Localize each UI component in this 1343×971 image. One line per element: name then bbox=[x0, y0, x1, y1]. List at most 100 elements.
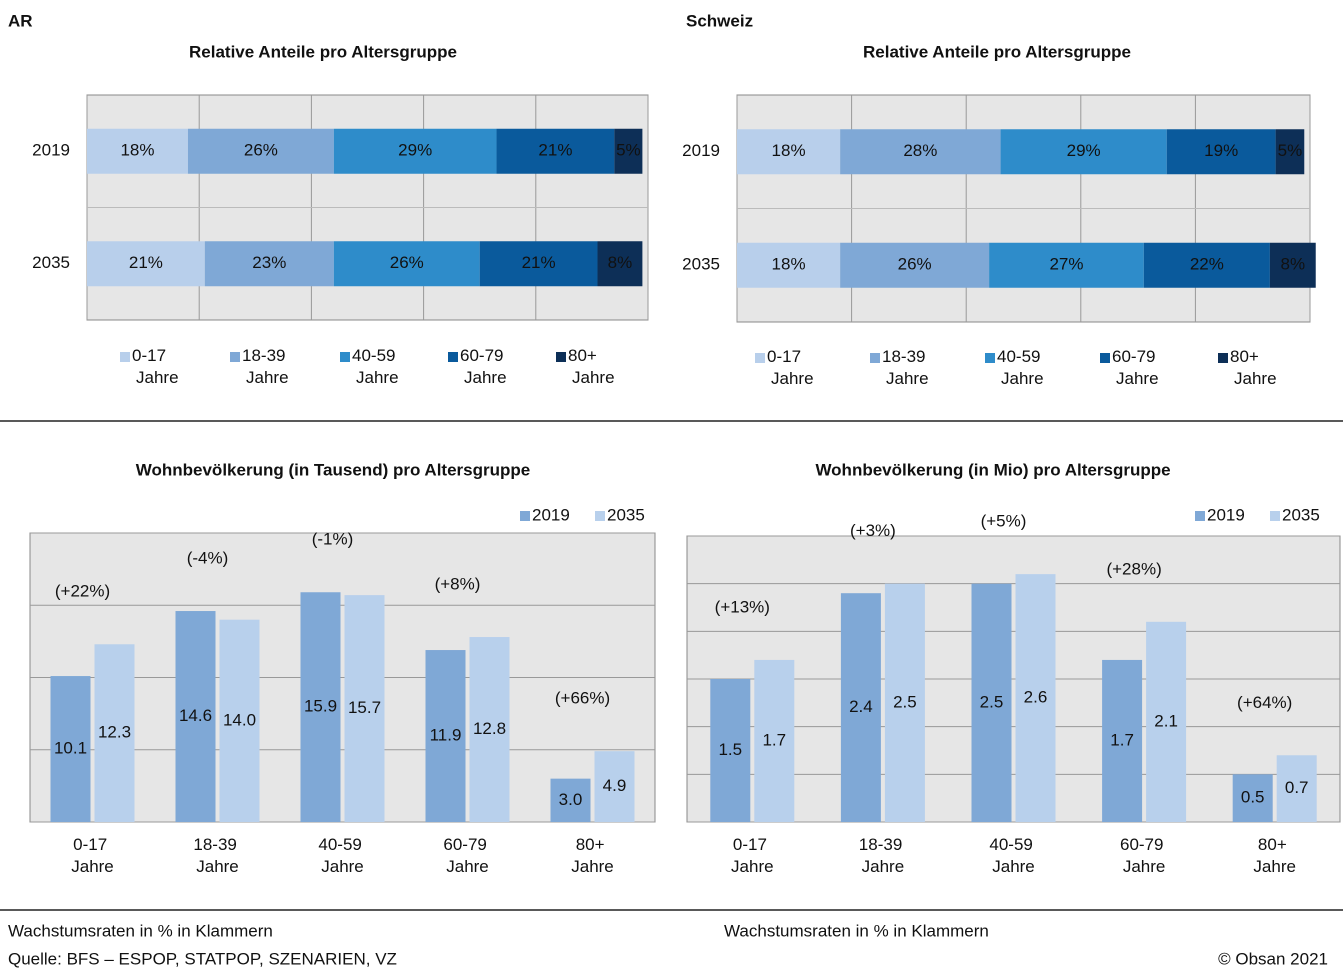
value-label: 15.7 bbox=[348, 698, 381, 717]
line: 40-59 bbox=[352, 346, 400, 365]
note: Wachstumsraten in % in Klammern bbox=[724, 921, 989, 940]
legend-swatch bbox=[520, 511, 530, 521]
line: 18-39 bbox=[242, 346, 290, 365]
category-label: 2019 bbox=[682, 141, 720, 160]
legend-swatch bbox=[755, 353, 765, 363]
line: 60-79 bbox=[1112, 347, 1160, 366]
annotation: (+22%) bbox=[55, 582, 110, 601]
value-label: 19% bbox=[1204, 141, 1238, 160]
legend-swatch bbox=[448, 352, 458, 362]
bar-segment bbox=[187, 128, 334, 174]
annotation: (+13%) bbox=[715, 597, 770, 616]
x-tick-label: 18-39 Jahre bbox=[193, 835, 241, 876]
bar bbox=[344, 595, 385, 822]
bar bbox=[175, 611, 216, 822]
legend-label: 2019 bbox=[532, 505, 570, 524]
value-label: 1.5 bbox=[718, 740, 742, 759]
line: Jahre bbox=[321, 857, 364, 876]
value-label: 2.4 bbox=[849, 697, 873, 716]
value-label: 12.3 bbox=[98, 723, 131, 742]
line: Jahre bbox=[1123, 857, 1166, 876]
bar bbox=[971, 583, 1012, 822]
value-label: 14.6 bbox=[179, 706, 212, 725]
bar-segment bbox=[1143, 242, 1270, 288]
value-label: 14.0 bbox=[223, 710, 256, 729]
legend-label: 0-17 Jahre bbox=[132, 346, 179, 387]
bar bbox=[754, 659, 795, 822]
x-tick-label: 60-79 Jahre bbox=[443, 835, 491, 876]
line: Jahre bbox=[1116, 369, 1159, 388]
annotation: (-4%) bbox=[187, 549, 229, 568]
annotation: (+28%) bbox=[1106, 559, 1161, 578]
value-label: 3.0 bbox=[559, 790, 583, 809]
bar bbox=[550, 778, 591, 822]
line: 18-39 bbox=[193, 835, 241, 854]
line: Jahre bbox=[1234, 369, 1277, 388]
x-tick-label: 40-59 Jahre bbox=[318, 835, 366, 876]
value-label: 5% bbox=[616, 141, 641, 160]
value-label: 11.9 bbox=[430, 726, 462, 745]
line: 18-39 bbox=[859, 835, 907, 854]
legend-swatch bbox=[1270, 511, 1280, 521]
value-label: 1.7 bbox=[1110, 730, 1134, 749]
value-label: 29% bbox=[398, 141, 432, 160]
legend-swatch bbox=[1100, 353, 1110, 363]
bar-segment bbox=[1000, 129, 1167, 175]
legend-label: 80+ Jahre bbox=[568, 346, 615, 387]
bar-segment bbox=[204, 241, 334, 287]
legend-swatch bbox=[870, 353, 880, 363]
value-label: 2.5 bbox=[893, 692, 917, 711]
line: Jahre bbox=[1001, 369, 1044, 388]
line: Jahre bbox=[572, 368, 615, 387]
annotation: (+66%) bbox=[555, 689, 610, 708]
bar-segment bbox=[333, 241, 480, 287]
value-label: 28% bbox=[903, 141, 937, 160]
legend-swatch bbox=[340, 352, 350, 362]
category-label: 2035 bbox=[682, 255, 720, 274]
value-label: 21% bbox=[522, 253, 556, 272]
line: Jahre bbox=[571, 857, 614, 876]
bar-segment bbox=[1269, 242, 1316, 288]
line: 40-59 bbox=[997, 347, 1045, 366]
value-label: 26% bbox=[898, 255, 932, 274]
x-tick-label: 18-39 Jahre bbox=[859, 835, 907, 876]
value-label: 2.5 bbox=[980, 692, 1004, 711]
x-tick-label: 60-79 Jahre bbox=[1120, 835, 1168, 876]
legend-label: 2019 bbox=[1207, 505, 1245, 524]
value-label: 18% bbox=[120, 141, 154, 160]
legend-label: 0-17 Jahre bbox=[767, 347, 814, 388]
legend-swatch bbox=[120, 352, 130, 362]
bar-segment bbox=[333, 128, 497, 174]
x-tick-label: 80+ Jahre bbox=[1253, 835, 1296, 876]
bar bbox=[1146, 621, 1187, 822]
line: 60-79 bbox=[443, 835, 491, 854]
legend-label: 18-39 Jahre bbox=[242, 346, 290, 387]
legend-label: 18-39 Jahre bbox=[882, 347, 930, 388]
line: 18-39 bbox=[882, 347, 930, 366]
value-label: 4.9 bbox=[603, 776, 627, 795]
legend-label: 60-79 Jahre bbox=[1112, 347, 1160, 388]
bar-segment bbox=[737, 242, 841, 288]
line: 80+ bbox=[1258, 835, 1292, 854]
value-label: 18% bbox=[772, 141, 806, 160]
annotation: (+3%) bbox=[850, 521, 896, 540]
line: Jahre bbox=[992, 857, 1035, 876]
legend-swatch bbox=[595, 511, 605, 521]
annotation: (-1%) bbox=[312, 530, 354, 549]
chart-title: Wohnbevölkerung (in Tausend) pro Altersg… bbox=[136, 460, 530, 479]
bar bbox=[710, 679, 751, 822]
value-label: 18% bbox=[772, 255, 806, 274]
value-label: 27% bbox=[1049, 255, 1083, 274]
line: 80+ bbox=[576, 835, 610, 854]
bar bbox=[1276, 755, 1317, 822]
bar bbox=[1015, 574, 1056, 822]
panel-heading: AR bbox=[8, 11, 33, 30]
line: Jahre bbox=[71, 857, 114, 876]
value-label: 26% bbox=[390, 253, 424, 272]
value-label: 22% bbox=[1190, 255, 1224, 274]
legend-swatch bbox=[556, 352, 566, 362]
value-label: 1.7 bbox=[762, 730, 786, 749]
line: Jahre bbox=[731, 857, 774, 876]
note: Wachstumsraten in % in Klammern bbox=[8, 921, 273, 940]
